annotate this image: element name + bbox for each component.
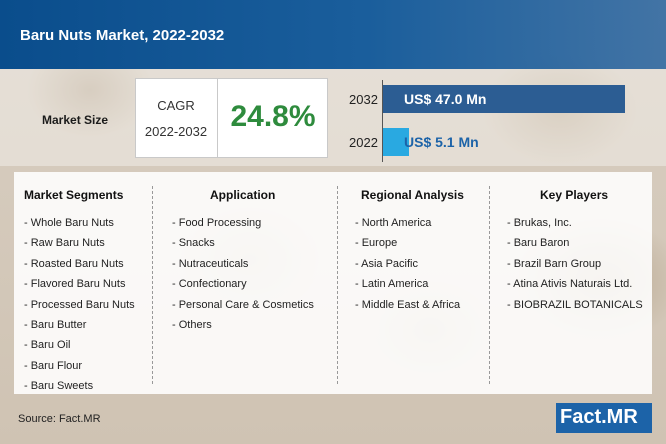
list-item: - Snacks — [172, 237, 215, 250]
page-title: Baru Nuts Market, 2022-2032 — [20, 27, 225, 44]
bar-category-label: 2022 — [349, 135, 378, 150]
bar-value-label: US$ 47.0 Mn — [404, 91, 487, 107]
list-item: - Brukas, Inc. — [507, 217, 572, 229]
list-item: - Food Processing — [172, 217, 262, 229]
list-item: - BIOBRAZIL BOTANICALS — [507, 298, 643, 311]
column-title-key-players: Key Players — [540, 188, 609, 202]
list-item: - Baru Baron — [507, 237, 570, 250]
list-item: - Brazil Barn Group — [507, 257, 602, 270]
segments-table — [14, 172, 652, 394]
source-note: Source: Fact.MR — [18, 413, 101, 425]
market-size-label: Market Size — [42, 113, 109, 127]
cagr-divider — [217, 78, 218, 158]
column-regional-analysis: Regional Analysis - North America - Europ… — [355, 188, 464, 315]
bar-2022 — [383, 128, 410, 156]
column-application: Application - Food Processing - Snacks - N… — [172, 188, 314, 335]
list-item: - Whole Baru Nuts — [24, 217, 114, 229]
list-item: - Roasted Baru Nuts — [24, 257, 124, 270]
factmr-logo-text: Fact.MR — [560, 406, 638, 428]
column-title-application: Application — [210, 188, 276, 202]
column-title-regional-analysis: Regional Analysis — [361, 188, 464, 202]
factmr-logo — [556, 403, 652, 433]
column-divider — [337, 186, 338, 384]
bar-2032 — [383, 85, 625, 113]
cagr-period: 2022-2032 — [144, 124, 208, 139]
column-divider — [152, 186, 153, 384]
column-key-players: Key Players - Brukas, Inc. - Baru Baron - … — [507, 188, 643, 315]
list-item: - Atina Ativis Naturais Ltd. — [507, 278, 633, 291]
column-title-market-segments: Market Segments — [24, 188, 124, 202]
list-item: - Europe — [355, 237, 398, 250]
list-item: - Middle East & Africa — [355, 298, 461, 311]
list-item: - Nutraceuticals — [172, 257, 249, 270]
list-item: - Personal Care & Cosmetics — [172, 298, 314, 311]
list-item: - Asia Pacific — [355, 257, 418, 270]
list-item: - Baru Oil — [24, 339, 71, 352]
list-item: - Confectionary — [172, 278, 247, 291]
list-item: - Others — [172, 318, 212, 331]
list-item: - North America — [355, 217, 432, 229]
bar-axis — [382, 80, 383, 162]
list-item: - Latin America — [355, 278, 429, 291]
cagr-box — [135, 78, 328, 158]
bar-value-label: US$ 5.1 Mn — [404, 134, 479, 150]
cagr-value: 24.8% — [230, 100, 316, 133]
list-item: - Raw Baru Nuts — [24, 237, 105, 250]
column-market-segments: Market Segments - Whole Baru Nuts - Raw B… — [24, 188, 135, 397]
list-item: - Flavored Baru Nuts — [24, 278, 126, 291]
list-item: - Baru Butter — [24, 318, 87, 331]
list-item: - Baru Flour — [24, 359, 83, 372]
list-item: - Baru Sweets — [24, 380, 94, 393]
bar-category-label: 2032 — [349, 92, 378, 107]
header-banner: Baru Nuts Market, 2022-2032 — [0, 0, 666, 69]
cagr-label: CAGR — [157, 98, 195, 113]
column-divider — [489, 186, 490, 384]
list-item: - Processed Baru Nuts — [24, 298, 135, 311]
